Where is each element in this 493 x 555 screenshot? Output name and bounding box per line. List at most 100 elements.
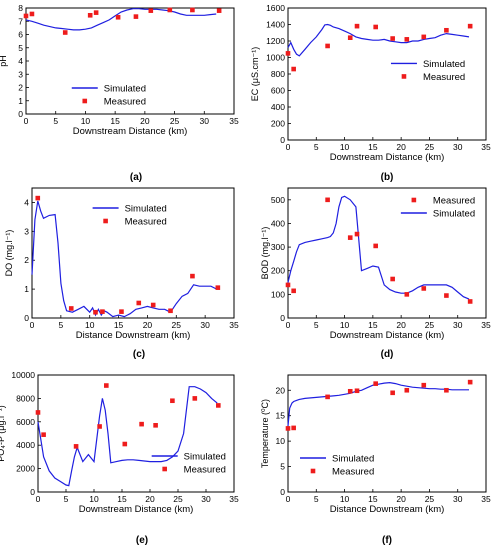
x-tick-label: 15 — [368, 320, 378, 330]
y-tick-label: 400 — [271, 102, 285, 112]
measured-point — [285, 426, 291, 431]
x-axis-label: Distance Downstream (km) — [330, 504, 445, 515]
measured-point — [97, 424, 102, 429]
x-tick-label: 20 — [396, 494, 406, 504]
x-tick-label: 35 — [229, 116, 239, 126]
chart-panel-3: 0 5 10 15 20 25 30 35 0 1 2 3 4 Distance Downstream (… — [4, 187, 239, 360]
y-tick-label: 0 — [280, 313, 285, 323]
x-tick-label: 0 — [36, 494, 41, 504]
measured-point — [93, 309, 98, 315]
measured-point — [192, 396, 198, 401]
measured-point — [215, 285, 221, 290]
x-tick-label: 5 — [58, 320, 63, 330]
x-tick-label: 10 — [89, 494, 99, 504]
x-axis-label: Downstream Distance (km) — [79, 504, 194, 515]
y-tick-label: 10 — [276, 436, 286, 446]
legend-measured-swatch — [103, 218, 108, 224]
measured-point — [325, 197, 330, 203]
measured-point — [347, 235, 353, 240]
measured-point — [285, 51, 291, 56]
measured-point — [421, 34, 427, 40]
y-axis-label: DO (mg.l⁻¹) — [4, 230, 14, 277]
measured-point — [119, 309, 124, 314]
x-tick-label: 0 — [286, 320, 291, 330]
legend: Simulated Measured — [71, 84, 146, 108]
x-tick-label: 20 — [145, 494, 155, 504]
measured-point — [133, 14, 139, 19]
x-tick-label: 15 — [114, 320, 124, 330]
legend-measured-swatch — [401, 74, 407, 79]
legend: Simulated Measured — [390, 59, 465, 83]
y-tick-label: 2 — [18, 83, 23, 93]
measured-point — [285, 282, 291, 288]
measured-point — [73, 444, 79, 449]
x-tick-label: 15 — [117, 494, 127, 504]
measured-point — [104, 383, 109, 388]
measured-point — [68, 306, 74, 311]
measured-point — [404, 37, 410, 42]
measured-point — [390, 390, 395, 396]
measured-point — [347, 35, 353, 40]
y-tick-label: 200 — [271, 119, 285, 129]
measured-point — [404, 292, 410, 297]
measured-point — [390, 36, 395, 41]
measured-point — [291, 425, 296, 431]
legend: Simulated Measured — [92, 204, 167, 228]
simulated-series-line — [31, 200, 217, 318]
measured-point — [62, 30, 68, 35]
x-tick-label: 5 — [314, 320, 319, 330]
measured-point — [444, 27, 449, 33]
x-tick-label: 30 — [201, 494, 211, 504]
simulated-series-line — [287, 195, 470, 300]
x-tick-label: 30 — [453, 494, 463, 504]
y-tick-label: 8 — [18, 3, 23, 13]
measured-point — [122, 441, 128, 447]
x-tick-label: 30 — [453, 320, 463, 330]
measured-point — [444, 293, 449, 298]
x-tick-label: 10 — [340, 142, 350, 152]
measured-point — [153, 423, 158, 428]
y-tick-label: 7 — [18, 16, 23, 26]
chart-panel-4: 0 5 10 15 20 25 30 35 0 100 200 300 400 500 Downstream… — [260, 187, 491, 360]
x-tick-label: 0 — [286, 494, 291, 504]
simulated-series-line — [37, 386, 218, 487]
x-tick-label: 20 — [140, 116, 150, 126]
legend-measured-swatch — [411, 197, 417, 203]
y-axis-label: PO₄-P (μg.l⁻¹) — [0, 405, 6, 461]
x-tick-label: 35 — [481, 494, 491, 504]
x-tick-label: 0 — [24, 116, 29, 126]
x-tick-label: 10 — [85, 320, 95, 330]
legend-measured-label: Measured — [104, 97, 146, 108]
x-tick-label: 15 — [110, 116, 120, 126]
panel-letter: (f) — [382, 535, 392, 546]
measured-point — [373, 24, 378, 30]
x-tick-label: 35 — [481, 142, 491, 152]
measured-point — [35, 410, 41, 415]
simulated-series-line — [25, 8, 217, 31]
measured-point — [190, 273, 195, 279]
x-tick-label: 0 — [286, 142, 291, 152]
measured-point — [444, 387, 449, 393]
panel-letter: (e) — [136, 535, 148, 546]
measured-point — [216, 8, 222, 13]
x-tick-label: 25 — [425, 320, 435, 330]
y-tick-label: 600 — [271, 86, 285, 96]
legend-measured-swatch — [310, 468, 316, 474]
y-tick-label: 8000 — [16, 393, 35, 403]
y-tick-label: 1000 — [266, 53, 285, 63]
y-tick-label: 4 — [18, 56, 23, 66]
measured-point — [347, 388, 353, 394]
y-tick-label: 1200 — [266, 36, 285, 46]
measured-point — [373, 243, 378, 249]
legend-simulated-label: Simulated — [184, 452, 226, 463]
plot-frame — [287, 374, 487, 493]
x-tick-label: 10 — [340, 320, 350, 330]
measured-point — [390, 276, 395, 282]
measured-point — [325, 43, 330, 49]
x-tick-label: 5 — [64, 494, 69, 504]
legend-simulated-label: Simulated — [332, 454, 374, 465]
x-tick-label: 15 — [368, 494, 378, 504]
x-tick-label: 25 — [425, 494, 435, 504]
